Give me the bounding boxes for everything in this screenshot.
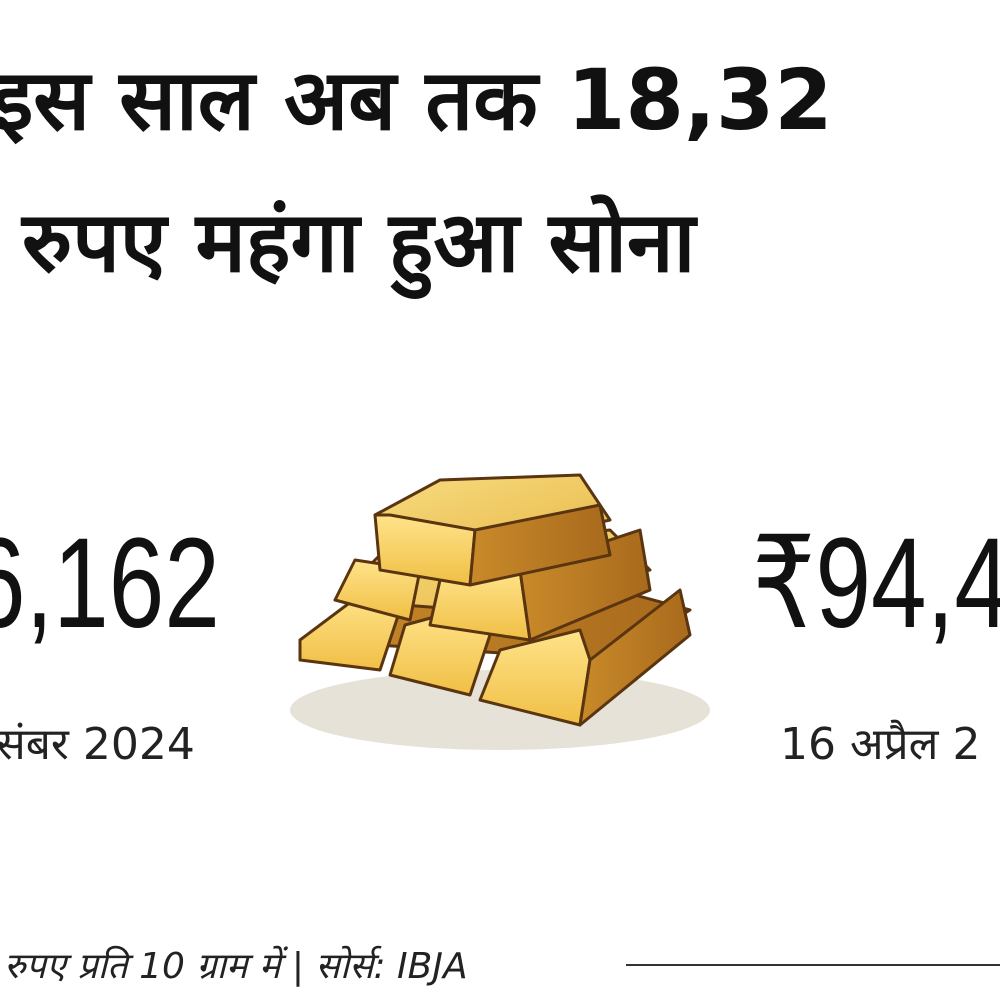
- footnote: रुपए प्रति 10 ग्राम में | सोर्स: IBJA: [4, 946, 468, 987]
- divider: [626, 964, 1000, 966]
- title-line: रुपए महंगा हुआ सोना: [22, 193, 696, 291]
- price: 6,162: [0, 512, 220, 655]
- title-line: इस साल अब तक 18,32: [0, 51, 833, 149]
- price: ₹94,4: [752, 512, 1000, 655]
- gold-bars-illustration: [290, 473, 710, 750]
- date: 16 अप्रैल 2: [780, 719, 981, 770]
- date: संबर 2024: [0, 719, 195, 770]
